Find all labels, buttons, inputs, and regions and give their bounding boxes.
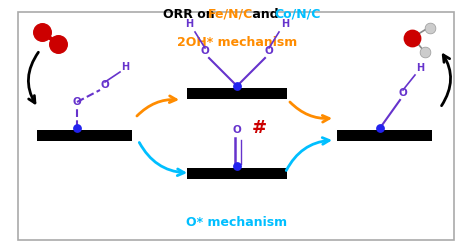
Bar <box>337 130 432 141</box>
Point <box>233 164 241 168</box>
Text: O: O <box>100 80 109 90</box>
Point <box>54 42 62 46</box>
Text: O: O <box>264 46 273 56</box>
Text: Co/N/C: Co/N/C <box>274 7 320 21</box>
Text: ORR on: ORR on <box>163 7 219 21</box>
Text: O* mechanism: O* mechanism <box>186 217 288 229</box>
Text: O: O <box>73 97 82 107</box>
Text: O: O <box>201 46 210 56</box>
FancyBboxPatch shape <box>18 12 454 240</box>
Point <box>426 26 434 30</box>
Text: H: H <box>281 19 289 29</box>
Text: and: and <box>248 7 283 21</box>
Text: O: O <box>233 125 241 135</box>
Point <box>376 126 384 130</box>
Point <box>73 126 81 130</box>
Text: #: # <box>251 119 266 137</box>
Text: 2OH* mechanism: 2OH* mechanism <box>177 36 297 50</box>
Text: O: O <box>399 88 407 98</box>
Text: H: H <box>185 19 193 29</box>
Point <box>38 30 46 34</box>
Text: H: H <box>121 62 129 72</box>
Point <box>233 84 241 88</box>
Text: Fe/N/C: Fe/N/C <box>208 7 253 21</box>
Bar <box>187 88 287 99</box>
Bar <box>37 130 133 141</box>
Point <box>421 50 429 54</box>
Text: H: H <box>416 63 424 73</box>
Bar <box>187 168 287 179</box>
Point <box>408 36 416 40</box>
